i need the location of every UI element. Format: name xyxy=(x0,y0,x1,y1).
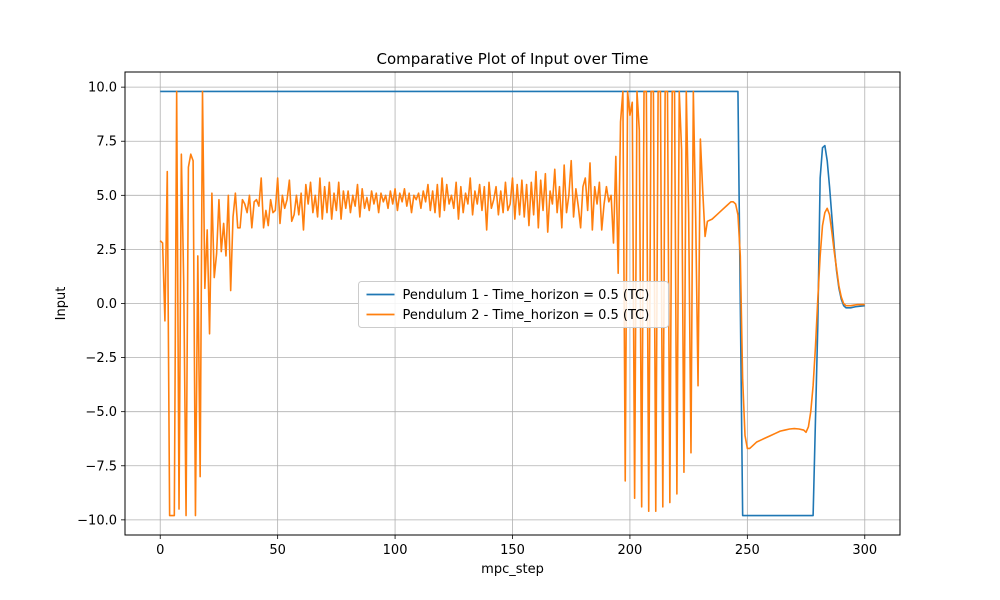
y-tick-label: 2.5 xyxy=(96,243,117,258)
x-tick-label: 100 xyxy=(383,543,408,558)
x-tick-label: 250 xyxy=(735,543,760,558)
y-tick-label: −2.5 xyxy=(85,351,117,366)
y-tick-label: 10.0 xyxy=(88,81,117,96)
legend: Pendulum 1 - Time_horizon = 0.5 (TC) Pend… xyxy=(358,281,669,328)
legend-label: Pendulum 1 - Time_horizon = 0.5 (TC) xyxy=(403,288,650,303)
grid xyxy=(125,72,900,535)
y-tick-label: 7.5 xyxy=(96,135,117,150)
x-tick-label: 0 xyxy=(156,543,164,558)
y-tick-label: 0.0 xyxy=(96,297,117,312)
x-axis-label: mpc_step xyxy=(481,562,544,577)
x-tick-label: 50 xyxy=(269,543,286,558)
series-line-2 xyxy=(159,90,865,517)
chart-title: Comparative Plot of Input over Time xyxy=(376,50,648,68)
y-tick-label: −10.0 xyxy=(77,513,117,528)
y-tick-label: 5.0 xyxy=(96,189,117,204)
legend-box xyxy=(358,281,669,328)
x-tick-label: 200 xyxy=(618,543,643,558)
legend-label: Pendulum 2 - Time_horizon = 0.5 (TC) xyxy=(403,308,650,323)
series-lines xyxy=(159,90,865,517)
series-line-1 xyxy=(160,90,865,517)
x-tick-label: 150 xyxy=(500,543,525,558)
y-tick-label: −5.0 xyxy=(85,405,117,420)
y-tick-label: −7.5 xyxy=(85,459,117,474)
ticks: 0 50 100 150 200 250 300 −10.0 −7.5 −5.0 −2.5 0.0 2.… xyxy=(77,81,877,558)
y-axis-label: Input xyxy=(54,287,69,321)
x-tick-label: 300 xyxy=(852,543,877,558)
